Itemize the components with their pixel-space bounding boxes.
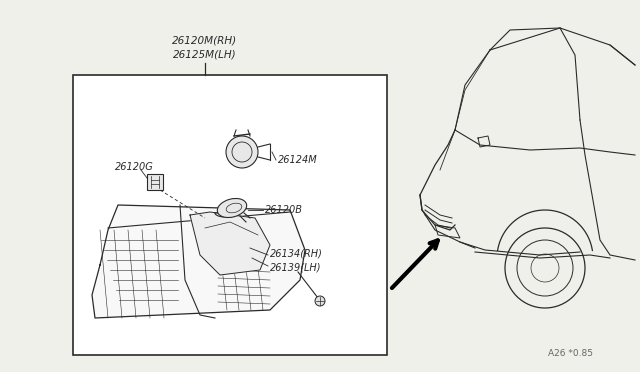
Text: 26134(RH): 26134(RH) — [270, 248, 323, 258]
Text: 26139(LH): 26139(LH) — [270, 262, 321, 272]
Polygon shape — [92, 205, 305, 318]
Circle shape — [226, 136, 258, 168]
Ellipse shape — [218, 199, 246, 218]
Text: 26120M(RH): 26120M(RH) — [172, 35, 237, 45]
Text: 26120B: 26120B — [265, 205, 303, 215]
Polygon shape — [190, 212, 270, 275]
Bar — [147, 174, 163, 190]
Text: A26 *0.85: A26 *0.85 — [547, 349, 593, 358]
Bar — [73, 75, 387, 355]
Circle shape — [315, 296, 325, 306]
Text: 26125M(LH): 26125M(LH) — [173, 49, 237, 59]
Text: 26124M: 26124M — [278, 155, 317, 165]
Text: 26120G: 26120G — [115, 162, 154, 172]
